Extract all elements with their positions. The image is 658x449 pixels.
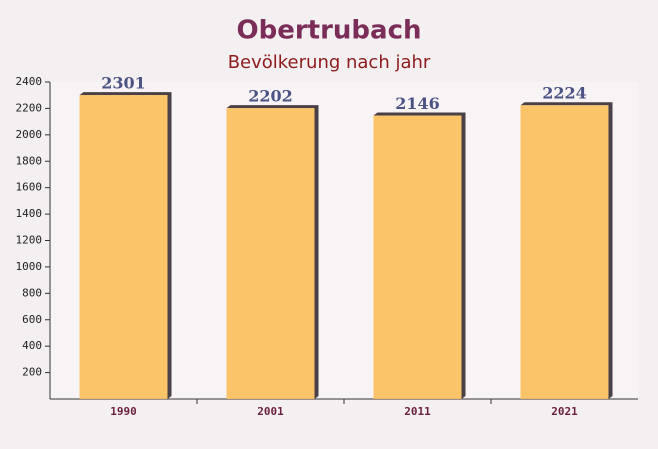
value-label: 2301	[101, 74, 146, 93]
x-tick-label: 2001	[257, 405, 284, 418]
value-label: 2146	[395, 94, 440, 113]
y-tick-label: 200	[22, 366, 42, 379]
bar	[520, 105, 609, 399]
x-tick-label: 1990	[110, 405, 137, 418]
bar	[79, 95, 168, 400]
bar	[373, 115, 462, 399]
y-tick-label: 2400	[16, 75, 43, 88]
y-tick-label: 1800	[16, 154, 43, 167]
chart-subtitle: Bevölkerung nach jahr	[228, 52, 431, 73]
chart-title: Obertrubach	[236, 16, 421, 46]
y-tick-label: 600	[22, 313, 42, 326]
y-tick-label: 1000	[16, 260, 43, 273]
x-tick-label: 2011	[404, 405, 431, 418]
y-tick-label: 2200	[16, 101, 43, 114]
y-tick-label: 1600	[16, 181, 43, 194]
x-tick-label: 2021	[551, 405, 578, 418]
y-tick-label: 1200	[16, 234, 43, 247]
value-label: 2224	[542, 84, 587, 103]
y-tick-label: 1400	[16, 207, 43, 220]
value-label: 2202	[248, 87, 293, 106]
bar	[226, 108, 315, 399]
y-tick-label: 400	[22, 339, 42, 352]
y-tick-label: 2000	[16, 128, 43, 141]
y-tick-label: 800	[22, 286, 42, 299]
